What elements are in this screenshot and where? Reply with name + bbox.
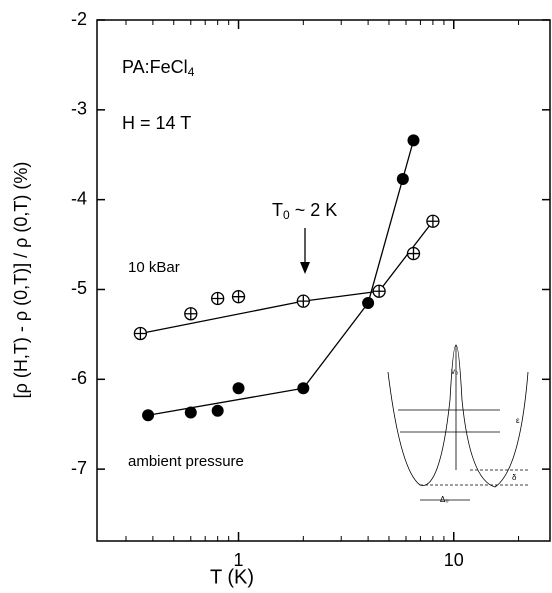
series-label: 10 kBar [128, 259, 180, 276]
data-point [133, 326, 148, 341]
data-point [231, 290, 246, 304]
data-point [211, 404, 224, 417]
y-tick-label: -5 [71, 278, 87, 298]
arrow-head [300, 262, 310, 274]
fit-line [302, 302, 369, 389]
annotation: T0 ~ 2 K [272, 200, 337, 222]
marker-cross [184, 307, 197, 320]
inset [387, 344, 530, 501]
annotation: PA:FeCl4 [122, 57, 195, 79]
data-point [426, 214, 440, 228]
plot-frame [96, 19, 551, 542]
inset-label: v₀ [451, 367, 458, 376]
y-tick-label: -4 [71, 188, 87, 208]
data-point [232, 382, 245, 395]
inset-label: δ [512, 473, 517, 482]
fit-line [303, 290, 380, 302]
marker-cross [426, 215, 439, 228]
data-point [211, 291, 225, 306]
inset-label: ε [516, 416, 520, 425]
annotation: H = 14 T [122, 113, 191, 133]
data-point [372, 284, 386, 298]
inset-label: Δ₀ [440, 495, 449, 504]
data-point [184, 307, 198, 321]
marker-cross [134, 327, 147, 340]
marker-cross [297, 295, 310, 308]
x-tick-label: 1 [234, 550, 244, 570]
fit-line [367, 140, 415, 304]
data-point [184, 406, 197, 419]
marker-cross [211, 292, 224, 305]
y-axis-label: [ρ (H,T) - ρ (0,T)] / ρ (0,T) (%) [11, 162, 31, 399]
y-tick-label: -3 [71, 99, 87, 119]
data-point [296, 294, 310, 308]
x-axis-label: T (K) [210, 566, 254, 588]
y-tick-label: -6 [71, 368, 87, 388]
marker-cross [407, 247, 420, 260]
x-tick-label: 10 [444, 550, 464, 570]
series-label: ambient pressure [128, 453, 244, 470]
data-point [362, 296, 375, 309]
y-tick-label: -2 [71, 9, 87, 29]
data-point [297, 382, 310, 395]
data-point [396, 172, 409, 185]
y-tick-label: -7 [71, 458, 87, 478]
fit-line [378, 220, 434, 292]
data-point [406, 246, 421, 261]
data-point [142, 409, 155, 422]
data-point [407, 134, 420, 147]
fit-line [140, 300, 304, 335]
marker-cross [373, 285, 386, 298]
fit-line [147, 387, 304, 416]
marker-cross [232, 290, 245, 303]
